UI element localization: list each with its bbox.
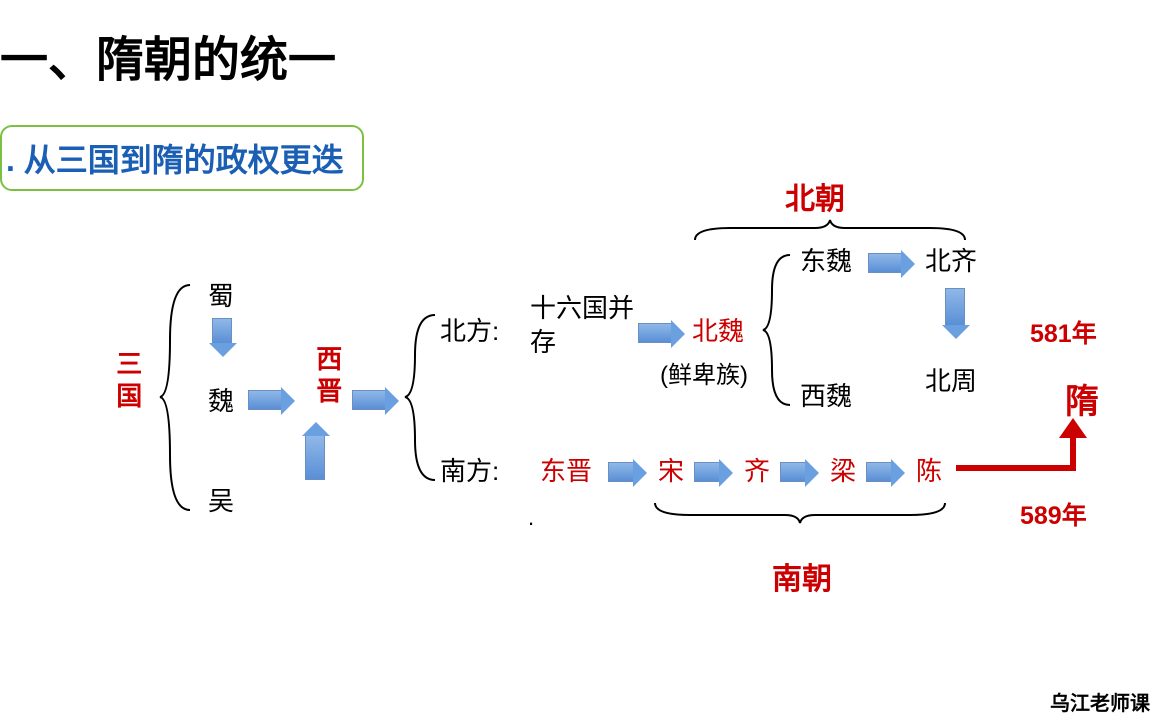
label-song: 宋: [658, 455, 684, 489]
label-beifang: 北方:: [440, 315, 499, 349]
label-dongwei: 东魏: [800, 245, 852, 279]
brace-left: [155, 280, 195, 515]
red-line-v: [1070, 435, 1076, 471]
arrow-beiqi-down: [945, 288, 965, 326]
label-581: 581年: [1030, 318, 1097, 351]
arrow-q-l: [780, 462, 806, 482]
red-line-h: [956, 465, 1074, 471]
label-nanchao: 南朝: [772, 560, 832, 599]
label-beizhou: 北周: [925, 365, 977, 399]
arrow-wu-up: [305, 435, 325, 480]
arrow-dj-s: [608, 462, 634, 482]
label-sanguo: 三国: [110, 350, 144, 414]
arrow-16-beiwei: [638, 323, 672, 343]
label-wu: 吴: [208, 485, 234, 519]
arrow-dongwei-beiqi: [868, 253, 902, 273]
arrow-xijin-right: [352, 390, 386, 410]
label-nanfang: 南方:: [440, 455, 499, 489]
label-589: 589年: [1020, 500, 1087, 533]
label-xiwei: 西魏: [800, 380, 852, 414]
bracket-beichao: [690, 218, 970, 243]
dot: .: [528, 505, 534, 531]
label-wei: 魏: [208, 385, 234, 419]
label-beiqi: 北齐: [925, 245, 977, 279]
label-xijin: 西晋: [310, 345, 344, 409]
arrow-l-c: [866, 462, 892, 482]
subtitle-box: . 从三国到隋的政权更迭: [0, 125, 364, 191]
label-shu: 蜀: [208, 280, 234, 314]
red-arrowhead: [1059, 418, 1087, 438]
label-qi: 齐: [744, 455, 770, 489]
bracket-nanchao: [650, 500, 950, 525]
brace-mid: [400, 310, 440, 485]
label-beichao: 北朝: [785, 180, 845, 219]
arrow-shu-down: [212, 318, 232, 344]
watermark: 乌江老师课: [1050, 687, 1150, 716]
label-beiwei: 北魏: [692, 315, 744, 349]
label-chen: 陈: [916, 455, 942, 489]
label-dongjin: 东晋: [540, 455, 592, 489]
label-liang: 梁: [830, 455, 856, 489]
arrow-s-q: [694, 462, 720, 482]
label-shiliuguo: 十六国并存: [530, 292, 640, 360]
subtitle-text: . 从三国到隋的政权更迭: [6, 142, 344, 178]
arrow-wei-right: [248, 390, 282, 410]
label-xianbei: (鲜卑族): [660, 360, 748, 391]
page-title: 一、隋朝的统一: [0, 20, 336, 90]
brace-beiwei: [760, 250, 795, 410]
